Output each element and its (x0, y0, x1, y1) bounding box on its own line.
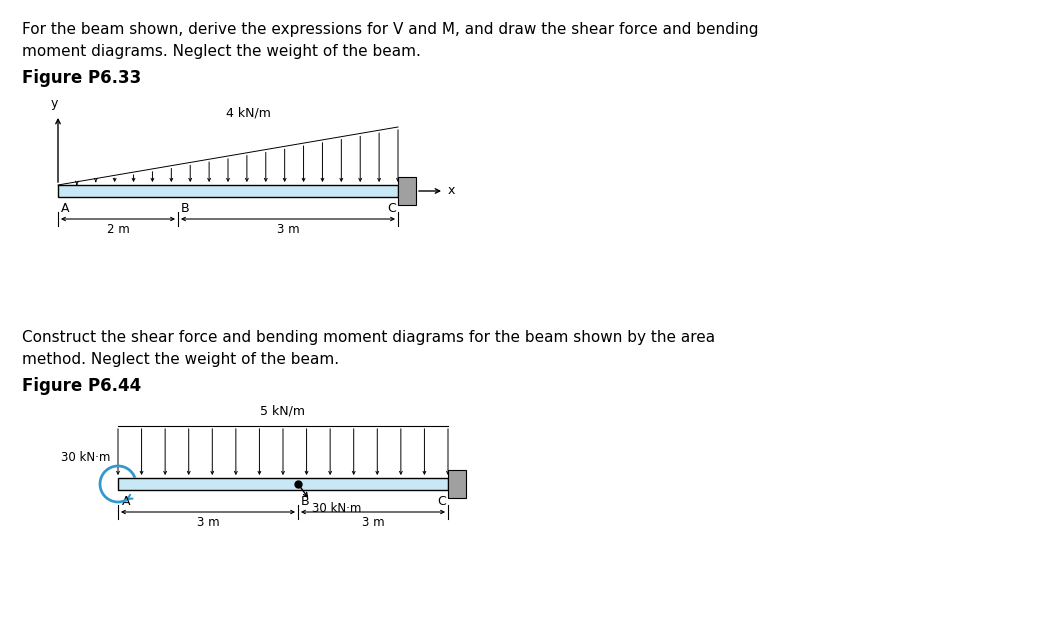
Bar (118, 478, 448, 490)
Text: y: y (50, 97, 57, 110)
Text: 5 kN/m: 5 kN/m (260, 405, 305, 418)
Text: A: A (122, 495, 130, 508)
Text: 2 m: 2 m (106, 223, 129, 236)
Text: Figure P6.44: Figure P6.44 (22, 377, 142, 395)
Bar (448, 470, 466, 498)
Text: Construct the shear force and bending moment diagrams for the beam shown by the : Construct the shear force and bending mo… (22, 330, 715, 345)
Text: 3 m: 3 m (197, 516, 219, 529)
Text: 30 kN·m: 30 kN·m (60, 451, 110, 464)
Text: A: A (61, 202, 70, 215)
Text: For the beam shown, derive the expressions for V and M, and draw the shear force: For the beam shown, derive the expressio… (22, 22, 759, 37)
Text: 30 kN·m: 30 kN·m (312, 502, 362, 515)
Text: Figure P6.33: Figure P6.33 (22, 69, 142, 87)
Text: 3 m: 3 m (362, 516, 384, 529)
Text: x: x (448, 185, 455, 197)
Bar (58, 185, 398, 197)
Text: 4 kN/m: 4 kN/m (225, 106, 271, 119)
Text: 3 m: 3 m (277, 223, 299, 236)
Text: method. Neglect the weight of the beam.: method. Neglect the weight of the beam. (22, 352, 339, 367)
Bar (398, 177, 416, 205)
Text: C: C (438, 495, 446, 508)
Text: moment diagrams. Neglect the weight of the beam.: moment diagrams. Neglect the weight of t… (22, 44, 421, 59)
Text: C: C (388, 202, 396, 215)
Text: B: B (181, 202, 190, 215)
Text: B: B (301, 495, 309, 508)
